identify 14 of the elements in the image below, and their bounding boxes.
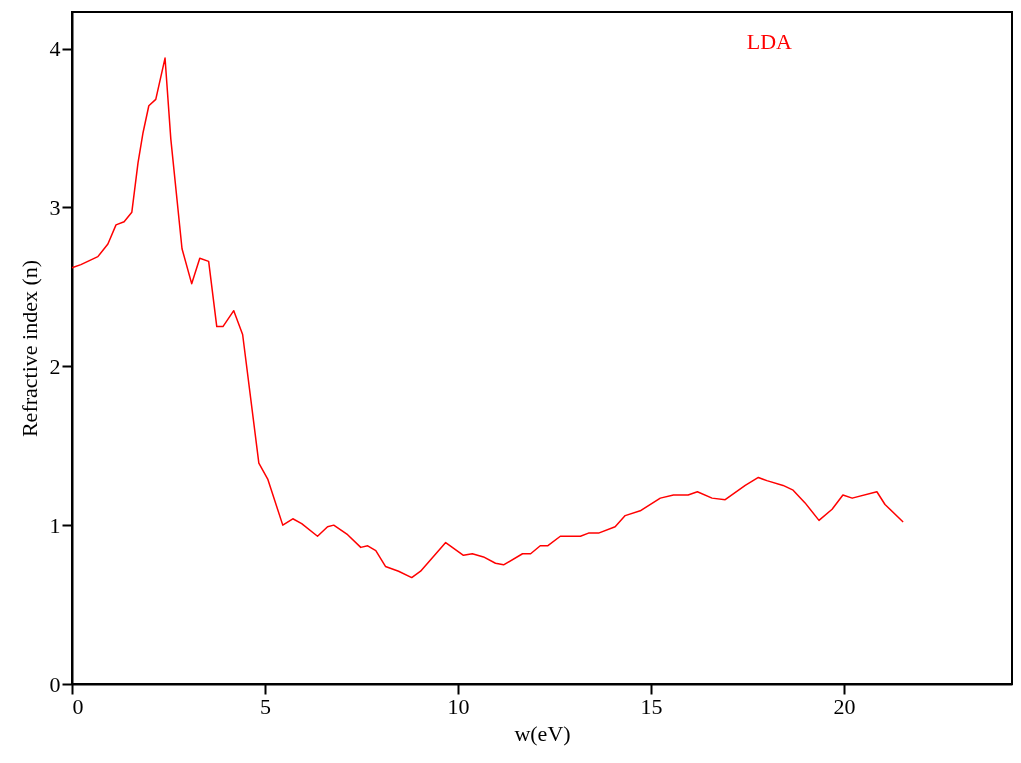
x-tick-label: 5 — [260, 693, 272, 719]
y-tick-label: 0 — [49, 671, 61, 697]
y-tick-label: 1 — [49, 512, 61, 538]
x-axis-title: w(eV) — [514, 720, 571, 746]
y-tick-label: 2 — [49, 353, 61, 379]
line-series — [71, 57, 904, 579]
x-tick-label: 10 — [447, 693, 470, 719]
y-tick-label: 3 — [49, 194, 61, 220]
y-axis-title: Refractive index (n) — [16, 259, 42, 438]
x-tick-label: 20 — [833, 693, 856, 719]
text: LDA — [746, 29, 793, 54]
x-tick-label: 15 — [640, 693, 663, 719]
x-tick-label: 0 — [72, 693, 84, 719]
y-tick-label: 4 — [49, 36, 61, 62]
